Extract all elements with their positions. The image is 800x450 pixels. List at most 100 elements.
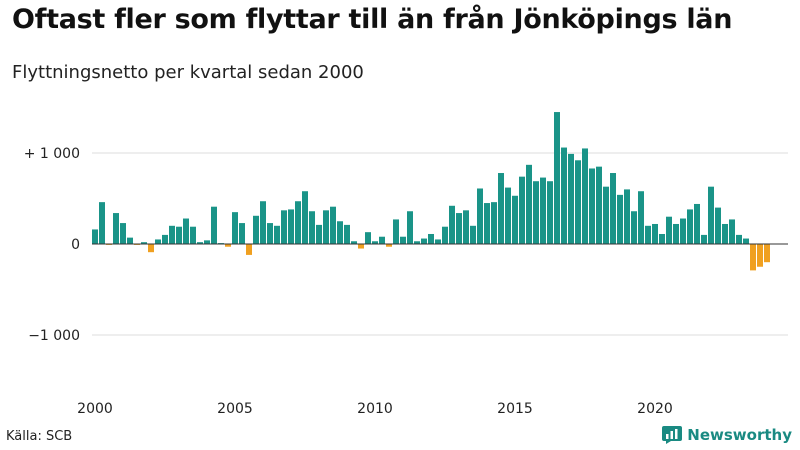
- bar: [428, 233, 434, 244]
- bar: [274, 225, 280, 244]
- bar: [743, 238, 749, 244]
- bar-chart: + 1 000 0 −1 000 2000 2005 2010 2015 2020: [24, 112, 788, 417]
- bar: [421, 238, 427, 244]
- bar: [225, 244, 231, 247]
- y-axis-tick-labels: + 1 000 0 −1 000: [24, 146, 80, 344]
- bar: [666, 216, 672, 244]
- bar: [113, 213, 119, 244]
- bar: [393, 219, 399, 244]
- bar: [449, 205, 455, 244]
- bars: [92, 112, 770, 271]
- bar: [491, 202, 497, 244]
- bar: [694, 203, 700, 244]
- brand-logo[interactable]: Newsworthy: [662, 426, 792, 444]
- bar: [127, 237, 133, 244]
- chart-subtitle: Flyttningsnetto per kvartal sedan 2000: [12, 62, 364, 83]
- bar: [736, 234, 742, 244]
- bar: [260, 201, 266, 244]
- brand-name: Newsworthy: [687, 426, 792, 444]
- bar: [631, 211, 637, 244]
- bar: [204, 240, 210, 244]
- bar: [386, 244, 392, 247]
- bar: [330, 206, 336, 244]
- y-tick-label: 0: [71, 237, 80, 253]
- bar: [358, 244, 364, 249]
- bar: [484, 203, 490, 244]
- bar: [757, 244, 763, 267]
- bar: [610, 173, 616, 244]
- bar: [533, 181, 539, 244]
- bar: [603, 186, 609, 244]
- bar: [253, 215, 259, 244]
- bar: [246, 244, 252, 255]
- bar: [372, 241, 378, 244]
- bar: [323, 210, 329, 244]
- bar: [708, 186, 714, 244]
- bar: [596, 166, 602, 244]
- bar: [92, 229, 98, 244]
- bar: [477, 188, 483, 244]
- bar: [120, 223, 126, 244]
- bar: [295, 201, 301, 244]
- bar: [99, 202, 105, 244]
- bar: [211, 206, 217, 244]
- y-tick-label: −1 000: [28, 328, 80, 344]
- chart-title: Oftast fler som flyttar till än från Jön…: [12, 4, 733, 35]
- bar: [190, 226, 196, 244]
- bar: [316, 224, 322, 244]
- bar: [540, 177, 546, 244]
- bar: [351, 241, 357, 244]
- bar: [407, 211, 413, 244]
- bar: [568, 153, 574, 244]
- bar: [400, 236, 406, 244]
- bar: [659, 233, 665, 244]
- bar: [652, 223, 658, 244]
- bar: [148, 244, 154, 253]
- bar: [435, 239, 441, 244]
- bar: [267, 223, 273, 244]
- bar: [554, 112, 560, 244]
- bar: [344, 224, 350, 244]
- bar: [680, 218, 686, 244]
- bar: [288, 209, 294, 244]
- bar: [281, 210, 287, 244]
- bar: [141, 242, 147, 244]
- bar: [162, 234, 168, 244]
- source-note: Källa: SCB: [6, 429, 73, 444]
- bar: [232, 212, 238, 244]
- bar: [463, 210, 469, 244]
- bar: [673, 223, 679, 244]
- bar: [547, 181, 553, 244]
- bar: [526, 164, 532, 244]
- bar: [456, 213, 462, 244]
- bar: [337, 221, 343, 244]
- bar: [302, 191, 308, 244]
- x-tick-label: 2010: [357, 401, 393, 417]
- x-tick-label: 2020: [637, 401, 673, 417]
- bar: [197, 242, 203, 244]
- bar: [309, 211, 315, 244]
- bar: [176, 226, 182, 244]
- bar: [519, 176, 525, 244]
- x-tick-label: 2015: [497, 401, 533, 417]
- bar: [624, 189, 630, 244]
- bar: [638, 191, 644, 244]
- bar: [764, 244, 770, 263]
- newsworthy-logo-icon: [662, 426, 683, 444]
- bar: [239, 223, 245, 244]
- y-tick-label: + 1 000: [24, 146, 80, 162]
- bar: [561, 147, 567, 244]
- bar: [442, 226, 448, 244]
- bar: [505, 187, 511, 244]
- bar: [617, 194, 623, 244]
- bar: [512, 195, 518, 244]
- bar: [589, 168, 595, 244]
- bar: [575, 160, 581, 244]
- bar: [365, 232, 371, 244]
- bar: [183, 218, 189, 244]
- bar: [379, 236, 385, 244]
- bar: [645, 225, 651, 244]
- bar: [470, 225, 476, 244]
- bar: [169, 225, 175, 244]
- x-axis-tick-labels: 2000 2005 2010 2015 2020: [77, 401, 673, 417]
